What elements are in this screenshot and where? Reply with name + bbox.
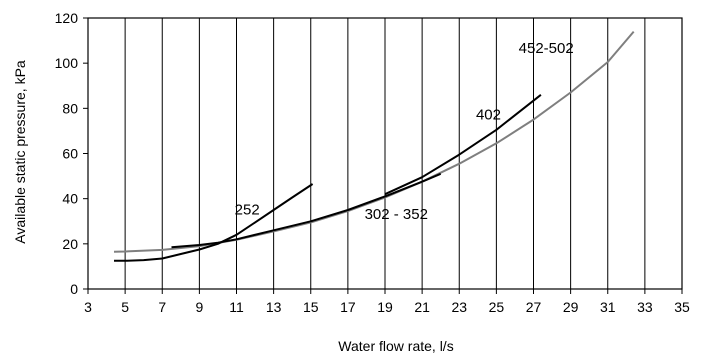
x-tick-label-31: 31 (600, 299, 616, 315)
series-label-252: 252 (235, 201, 260, 218)
x-tick-label-7: 7 (158, 299, 166, 315)
x-tick-label-33: 33 (637, 299, 653, 315)
x-tick-label-35: 35 (674, 299, 690, 315)
x-axis-title: Water flow rate, l/s (338, 338, 453, 354)
x-tick-label-15: 15 (303, 299, 319, 315)
y-tick-label-0: 0 (70, 281, 78, 297)
y-tick-label-120: 120 (55, 10, 79, 26)
x-tick-label-13: 13 (266, 299, 282, 315)
series-label-402: 402 (476, 107, 501, 124)
series-lines (113, 30, 635, 262)
y-axis-ticks: 0 20 40 60 80 100 120 (55, 10, 88, 297)
x-tick-label-9: 9 (195, 299, 203, 315)
series-line-302-352 (171, 172, 442, 249)
y-tick-label-60: 60 (62, 146, 78, 162)
y-axis-title: Available static pressure, kPa (12, 60, 28, 244)
x-tick-label-19: 19 (377, 299, 393, 315)
x-tick-label-11: 11 (229, 299, 244, 315)
y-tick-label-20: 20 (62, 236, 78, 252)
series-line-402 (384, 94, 542, 196)
x-tick-label-29: 29 (563, 299, 579, 315)
x-tick-label-27: 27 (526, 299, 542, 315)
x-axis-ticks: 3 5 7 9 11 13 15 17 19 21 23 25 27 29 31 33 35 (84, 289, 690, 315)
x-tick-label-17: 17 (340, 299, 356, 315)
x-tick-label-3: 3 (84, 299, 92, 315)
y-tick-label-100: 100 (55, 55, 79, 71)
series-labels: 252 302 - 352 402 452-502 (235, 40, 574, 223)
x-tick-label-5: 5 (121, 299, 129, 315)
series-label-452-502: 452-502 (519, 40, 574, 57)
series-label-302-352: 302 - 352 (365, 206, 428, 223)
x-tick-label-21: 21 (414, 299, 430, 315)
y-tick-label-40: 40 (62, 191, 78, 207)
series-line-252 (114, 183, 314, 262)
series-line-452-502 (113, 30, 635, 253)
x-tick-label-23: 23 (451, 299, 467, 315)
x-tick-label-25: 25 (489, 299, 505, 315)
y-tick-label-80: 80 (62, 100, 78, 116)
grid-lines (124, 18, 646, 289)
